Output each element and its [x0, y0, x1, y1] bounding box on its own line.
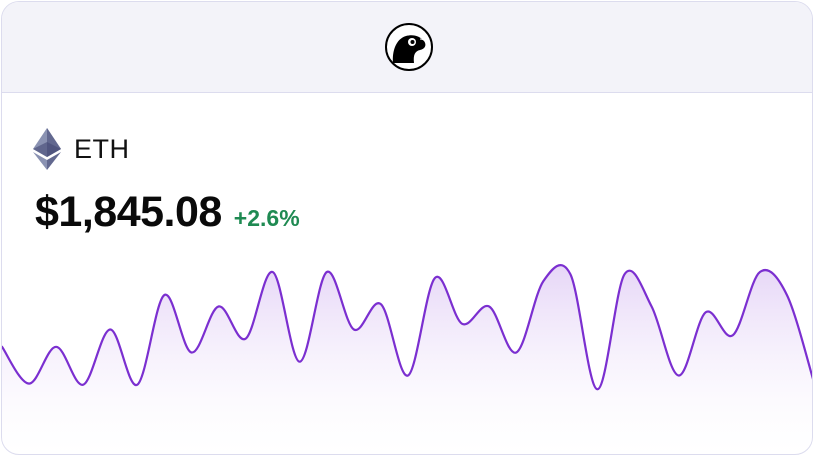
sparkline-area	[2, 265, 812, 454]
sparkline-line	[2, 264, 812, 391]
price-sparkline-chart	[2, 264, 812, 454]
asset-price: $1,845.08	[35, 188, 222, 236]
ethereum-icon	[33, 128, 61, 170]
asset-row: ETH	[33, 128, 130, 170]
asset-symbol: ETH	[74, 133, 130, 164]
price-row: $1,845.08 +2.6%	[35, 188, 300, 238]
price-change-badge: +2.6%	[233, 205, 300, 231]
card-header	[2, 2, 812, 93]
gecko-logo-icon	[385, 23, 433, 71]
